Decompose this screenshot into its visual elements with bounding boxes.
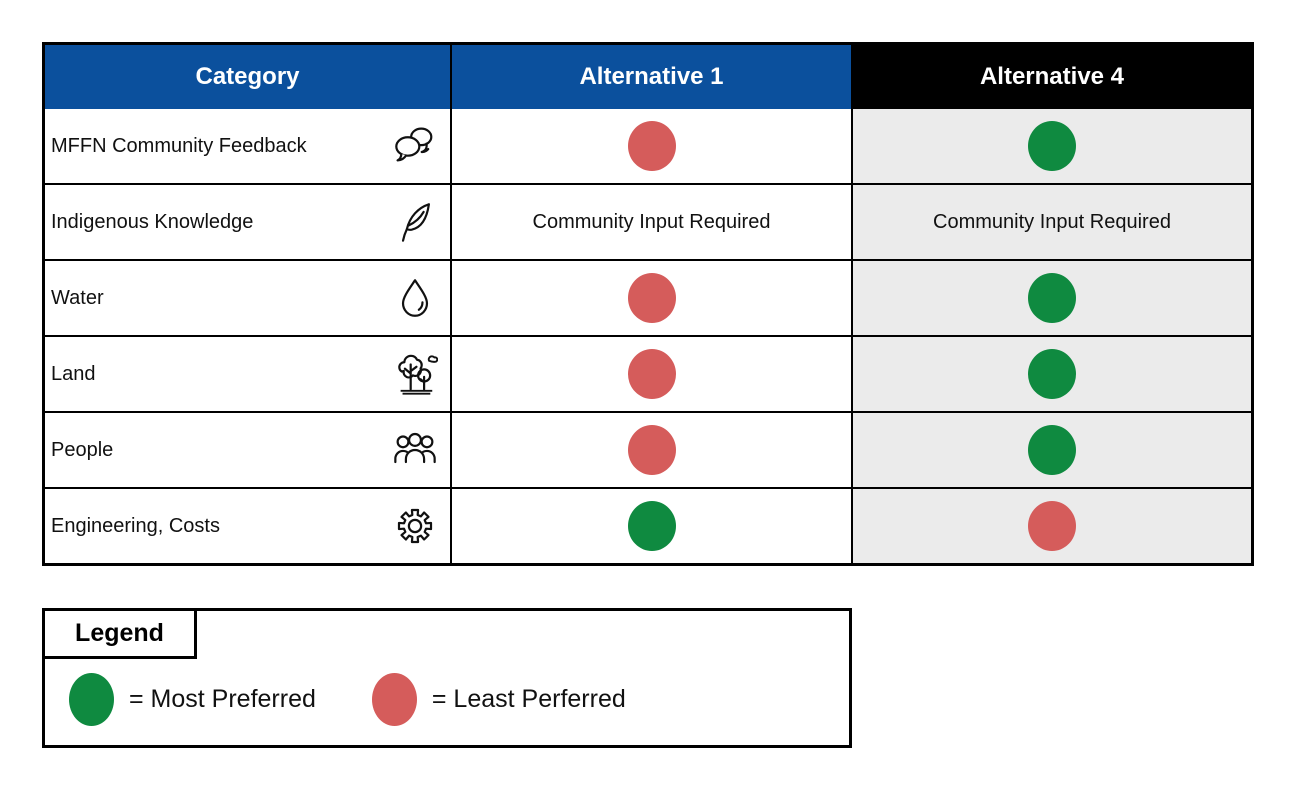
gear-icon xyxy=(392,503,438,549)
column-header-alternative-4: Alternative 4 xyxy=(851,45,1251,109)
category-label: Engineering, Costs xyxy=(51,514,220,537)
alternative-4-cell xyxy=(851,413,1251,487)
most-preferred-dot-icon xyxy=(627,501,676,551)
table-row: Indigenous Knowledge Community Input Req… xyxy=(45,183,1251,259)
column-header-category: Category xyxy=(45,45,450,109)
table-row: MFFN Community Feedback xyxy=(45,109,1251,183)
alternative-4-cell: Community Input Required xyxy=(851,185,1251,259)
legend-title: Legend xyxy=(42,608,197,659)
category-cell: MFFN Community Feedback xyxy=(45,109,450,183)
table-body: MFFN Community Feedback Indigenous Knowl… xyxy=(45,109,1251,563)
water-drop-icon xyxy=(392,275,438,321)
least-preferred-dot-icon xyxy=(371,673,417,726)
most-preferred-dot-icon xyxy=(1028,425,1076,475)
category-label: Water xyxy=(51,286,104,309)
alternative-4-cell xyxy=(851,109,1251,183)
comparison-table: Category Alternative 1 Alternative 4 MFF… xyxy=(42,42,1254,566)
most-preferred-dot-icon xyxy=(1028,121,1076,171)
feather-icon xyxy=(392,199,438,245)
alternative-1-cell: Community Input Required xyxy=(450,185,851,259)
least-preferred-dot-icon xyxy=(627,425,676,475)
table-row: Engineering, Costs xyxy=(45,487,1251,563)
column-header-alternative-1: Alternative 1 xyxy=(450,45,851,109)
most-preferred-dot-icon xyxy=(1028,349,1076,399)
cell-text: Community Input Required xyxy=(933,210,1171,233)
legend-least-preferred-label: = Least Perferred xyxy=(431,685,626,713)
most-preferred-dot-icon xyxy=(1028,273,1076,323)
table-row: Land xyxy=(45,335,1251,411)
alternative-1-cell xyxy=(450,109,851,183)
alternative-4-cell xyxy=(851,261,1251,335)
category-label: Indigenous Knowledge xyxy=(51,210,254,233)
least-preferred-dot-icon xyxy=(1028,501,1076,551)
alternative-1-cell xyxy=(450,261,851,335)
speech-bubbles-icon xyxy=(392,123,438,169)
alternative-4-cell xyxy=(851,337,1251,411)
most-preferred-dot-icon xyxy=(69,673,114,726)
category-cell: Indigenous Knowledge xyxy=(45,185,450,259)
category-cell: Engineering, Costs xyxy=(45,489,450,563)
least-preferred-dot-icon xyxy=(627,121,676,171)
people-icon xyxy=(392,427,438,473)
category-cell: Land xyxy=(45,337,450,411)
table-row: People xyxy=(45,411,1251,487)
alternative-1-cell xyxy=(450,489,851,563)
trees-icon xyxy=(392,351,438,397)
least-preferred-dot-icon xyxy=(627,349,676,399)
legend-most-preferred-label: = Most Preferred xyxy=(129,685,316,713)
cell-text: Community Input Required xyxy=(532,210,771,233)
category-cell: Water xyxy=(45,261,450,335)
table-row: Water xyxy=(45,259,1251,335)
alternative-1-cell xyxy=(450,413,851,487)
legend-items: = Most Preferred = Least Perferred xyxy=(69,673,626,726)
legend: Legend = Most Preferred = Least Perferre… xyxy=(42,608,852,748)
alternative-1-cell xyxy=(450,337,851,411)
least-preferred-dot-icon xyxy=(627,273,676,323)
category-cell: People xyxy=(45,413,450,487)
table-header-row: Category Alternative 1 Alternative 4 xyxy=(45,45,1251,109)
category-label: MFFN Community Feedback xyxy=(51,134,307,157)
category-label: People xyxy=(51,438,114,461)
alternative-4-cell xyxy=(851,489,1251,563)
category-label: Land xyxy=(51,362,96,385)
